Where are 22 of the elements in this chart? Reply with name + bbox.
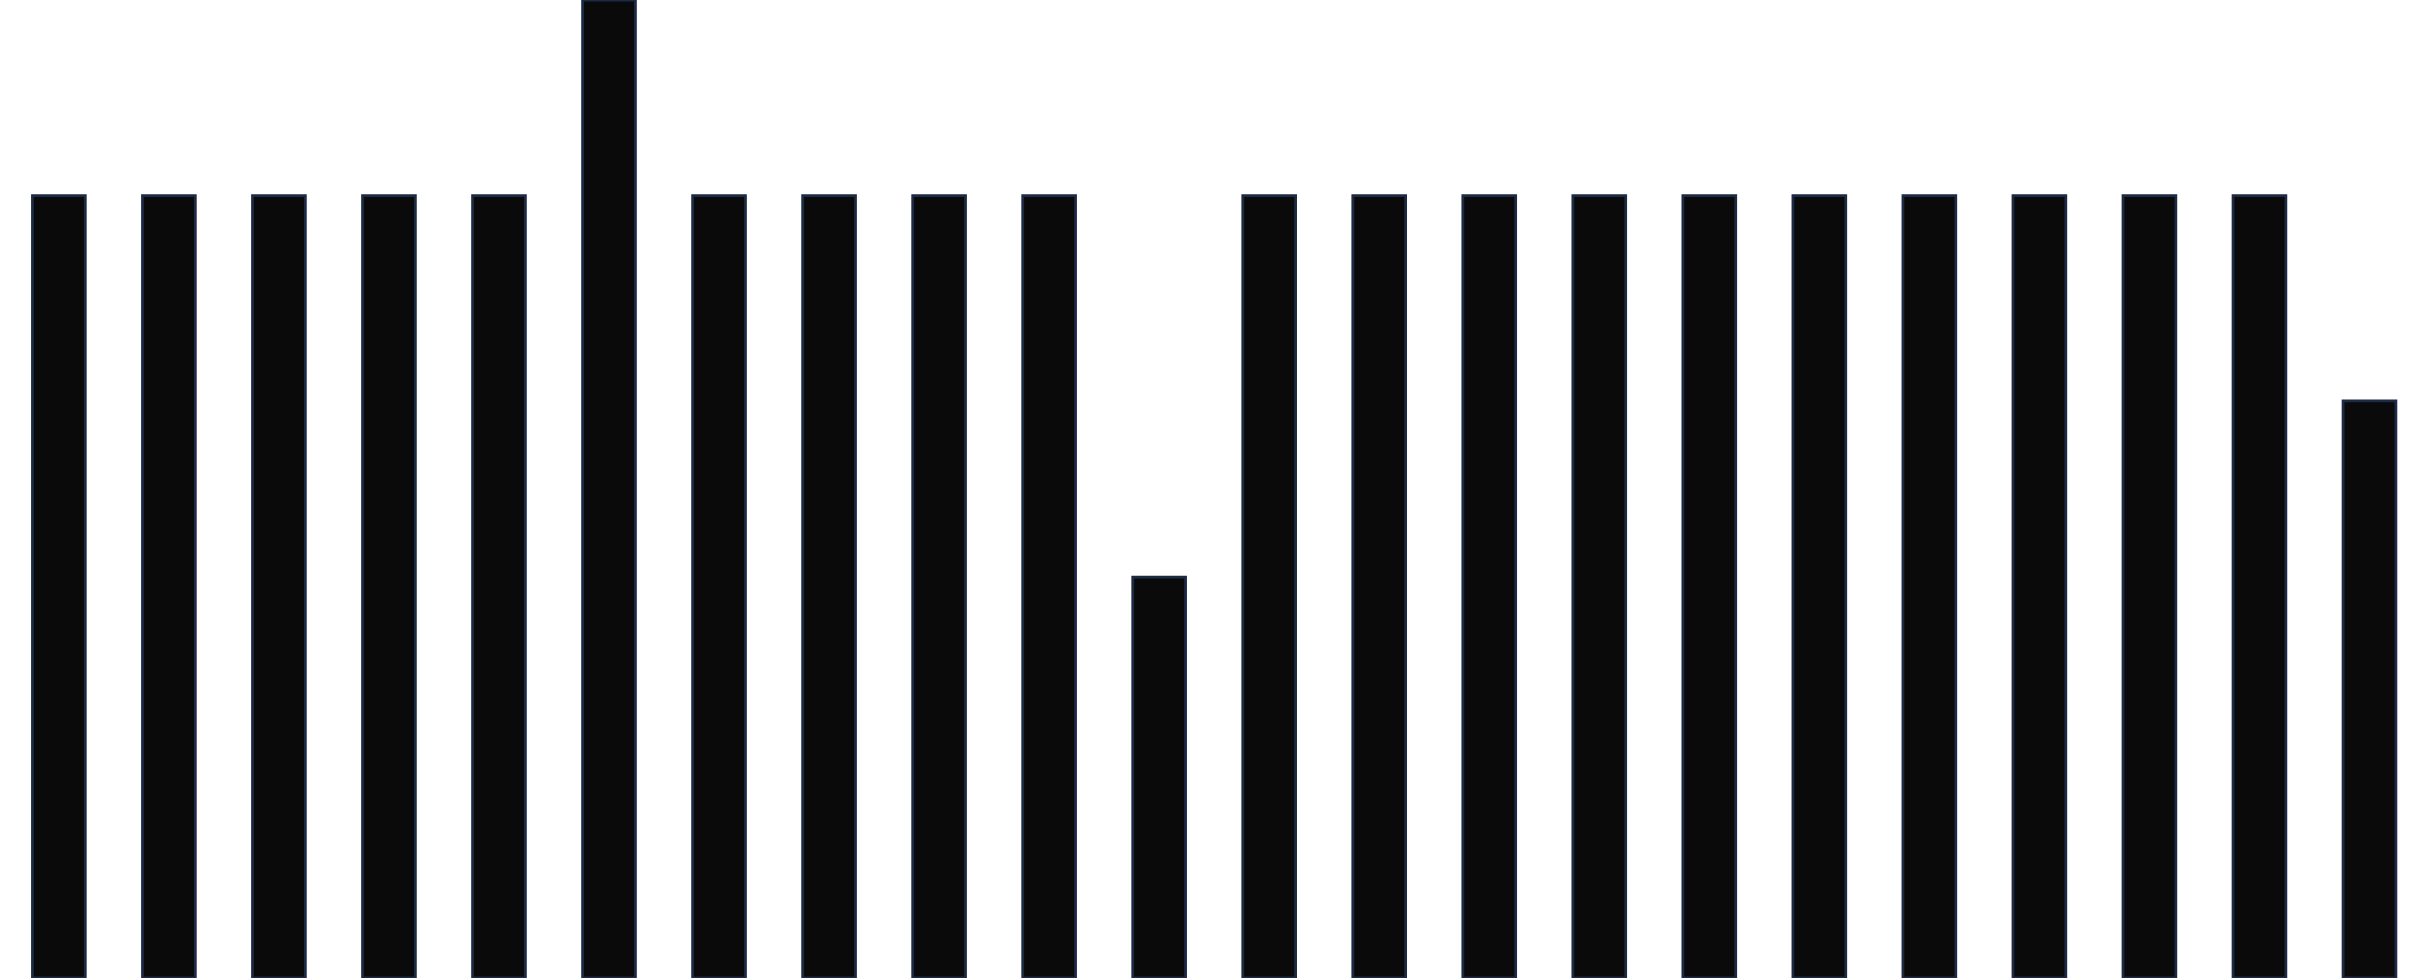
bar <box>141 194 197 978</box>
bar <box>1791 194 1848 978</box>
bar <box>2121 194 2178 978</box>
bar <box>2231 194 2288 978</box>
bar <box>2341 399 2398 978</box>
bar <box>251 194 307 978</box>
bar <box>1351 194 1408 978</box>
bar <box>1901 194 1958 978</box>
bar <box>1021 194 1077 978</box>
bar <box>361 194 417 978</box>
bar <box>801 194 857 978</box>
bar <box>471 194 527 978</box>
bar <box>1131 575 1187 978</box>
bar <box>1571 194 1628 978</box>
bar <box>581 0 637 978</box>
bar <box>1461 194 1518 978</box>
bar <box>1241 194 1297 978</box>
bar <box>2011 194 2068 978</box>
bar <box>911 194 967 978</box>
bar <box>1681 194 1738 978</box>
bar <box>691 194 747 978</box>
bar <box>31 194 87 978</box>
